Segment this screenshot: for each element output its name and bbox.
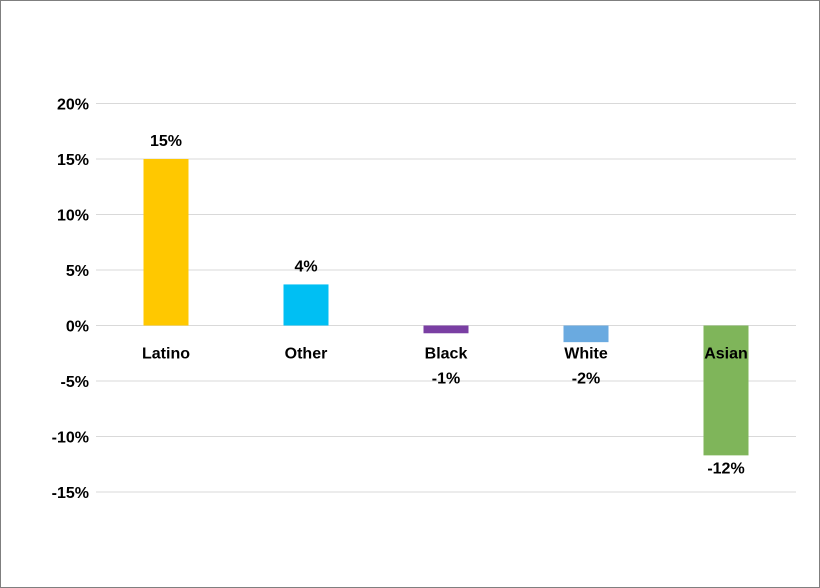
category-label: Asian: [704, 346, 748, 363]
y-tick-label: 10%: [57, 208, 89, 225]
gridlines: [96, 103, 796, 493]
data-label: -12%: [707, 460, 744, 477]
y-tick-label: 20%: [57, 97, 89, 114]
y-axis-tick-labels: 20% 15% 10% 5% 0% -5% -10% -15%: [52, 97, 89, 503]
y-tick-label: -15%: [52, 485, 89, 502]
category-labels: Latino Other Black White Asian: [142, 346, 748, 363]
y-tick-label: 0%: [66, 319, 89, 336]
bars: [143, 159, 749, 456]
y-tick-label: -10%: [52, 430, 89, 447]
data-label: 4%: [294, 258, 317, 275]
data-label: -2%: [572, 371, 600, 388]
category-label: Latino: [142, 346, 190, 363]
bar-other: [283, 284, 329, 326]
data-label: -1%: [432, 371, 460, 388]
category-label: Black: [425, 346, 468, 363]
y-tick-label: 5%: [66, 263, 89, 280]
bar-asian: [703, 325, 749, 456]
data-label: 15%: [150, 133, 182, 150]
bar-black: [423, 325, 469, 334]
bar-white: [563, 325, 609, 343]
bar-latino: [143, 159, 189, 326]
y-tick-label: 15%: [57, 152, 89, 169]
category-label: White: [564, 346, 608, 363]
data-labels: 15% 4% -1% -2% -12%: [150, 133, 745, 477]
category-label: Other: [285, 346, 328, 363]
y-tick-label: -5%: [61, 374, 89, 391]
